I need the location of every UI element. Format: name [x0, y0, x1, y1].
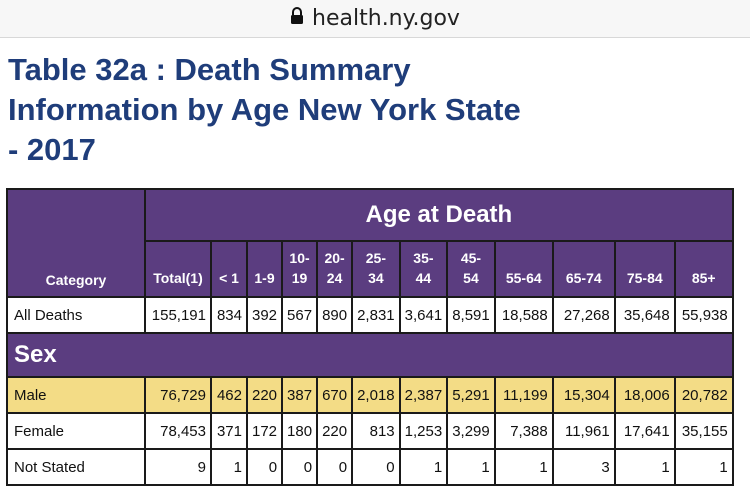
- row-label: Male: [6, 376, 146, 414]
- table-cell: 3: [551, 448, 616, 486]
- column-header: 10- 19: [281, 240, 319, 298]
- column-header: Total(1): [144, 240, 212, 298]
- column-header: 35- 44: [398, 240, 449, 298]
- row-label: All Deaths: [6, 296, 146, 334]
- table-cell: 387: [281, 376, 319, 414]
- column-header: 75-84: [613, 240, 676, 298]
- table-cell: 78,453: [144, 412, 212, 450]
- column-header: 25- 34: [351, 240, 401, 298]
- table-cell: 1: [210, 448, 248, 486]
- table-cell: 567: [281, 296, 319, 334]
- table-row: Male 76,729 462 220 387 670 2,018 2,387 5,291 11,…: [6, 376, 734, 414]
- table-row-all-deaths: All Deaths 155,191 834 392 567 890 2,831 3,641 8…: [6, 296, 734, 334]
- table-cell: 5,291: [446, 376, 496, 414]
- table-cell: 220: [316, 412, 354, 450]
- table-cell: 371: [210, 412, 248, 450]
- table-cell: 2,387: [398, 376, 449, 414]
- table-cell: 35,648: [613, 296, 676, 334]
- column-header: 45- 54: [446, 240, 496, 298]
- table-cell: 11,961: [551, 412, 616, 450]
- table-cell: 8,591: [446, 296, 496, 334]
- table-cell: 3,641: [398, 296, 449, 334]
- url-text: health.ny.gov: [312, 6, 460, 31]
- table-cell: 392: [245, 296, 284, 334]
- table-cell: 180: [281, 412, 319, 450]
- table-cell: 7,388: [493, 412, 554, 450]
- table-cell: 1,253: [398, 412, 449, 450]
- table-cell: 890: [316, 296, 354, 334]
- age-at-death-header: Age at Death: [144, 188, 734, 242]
- table-cell: 1: [673, 448, 734, 486]
- table-cell: 220: [245, 376, 284, 414]
- table-cell: 1: [493, 448, 554, 486]
- table-cell: 1: [398, 448, 449, 486]
- death-summary-table: Category Age at Death Total(1) < 1 1-9 10- …: [6, 188, 734, 486]
- category-header: Category: [6, 188, 146, 298]
- table-cell: 0: [316, 448, 354, 486]
- table-row: Female 78,453 371 172 180 220 813 1,253 3,299 7,3…: [6, 412, 734, 450]
- table-cell: 17,641: [613, 412, 676, 450]
- table-cell: 2,018: [351, 376, 401, 414]
- table-cell: 11,199: [493, 376, 554, 414]
- table-cell: 55,938: [673, 296, 734, 334]
- column-header: 85+: [673, 240, 734, 298]
- lock-icon: [290, 6, 304, 31]
- table-cell: 172: [245, 412, 284, 450]
- page-title: Table 32a : Death Summary Information by…: [8, 52, 521, 167]
- section-label: Sex: [6, 332, 734, 378]
- table-cell: 1: [613, 448, 676, 486]
- table-cell: 834: [210, 296, 248, 334]
- table-cell: 20,782: [673, 376, 734, 414]
- column-header: 1-9: [245, 240, 284, 298]
- column-header: < 1: [210, 240, 248, 298]
- table-cell: 3,299: [446, 412, 496, 450]
- table-cell: 0: [351, 448, 401, 486]
- table-cell: 2,831: [351, 296, 401, 334]
- column-header: 65-74: [551, 240, 616, 298]
- table-cell: 0: [281, 448, 319, 486]
- section-header-sex: Sex: [6, 332, 734, 378]
- column-header: 20- 24: [316, 240, 354, 298]
- row-label: Female: [6, 412, 146, 450]
- table-cell: 35,155: [673, 412, 734, 450]
- table-cell: 15,304: [551, 376, 616, 414]
- table-cell: 76,729: [144, 376, 212, 414]
- table-cell: 27,268: [551, 296, 616, 334]
- column-header: 55-64: [493, 240, 554, 298]
- row-label: Not Stated: [6, 448, 146, 486]
- table-cell: 0: [245, 448, 284, 486]
- table-cell: 1: [446, 448, 496, 486]
- table-cell: 18,588: [493, 296, 554, 334]
- table-cell: 18,006: [613, 376, 676, 414]
- table-cell: 155,191: [144, 296, 212, 334]
- table-cell: 462: [210, 376, 248, 414]
- table-cell: 9: [144, 448, 212, 486]
- table-row: Not Stated 9 1 0 0 0 0 1 1 1 3 1 1: [6, 448, 734, 486]
- table-cell: 670: [316, 376, 354, 414]
- address-bar[interactable]: health.ny.gov: [0, 0, 750, 38]
- table-cell: 813: [351, 412, 401, 450]
